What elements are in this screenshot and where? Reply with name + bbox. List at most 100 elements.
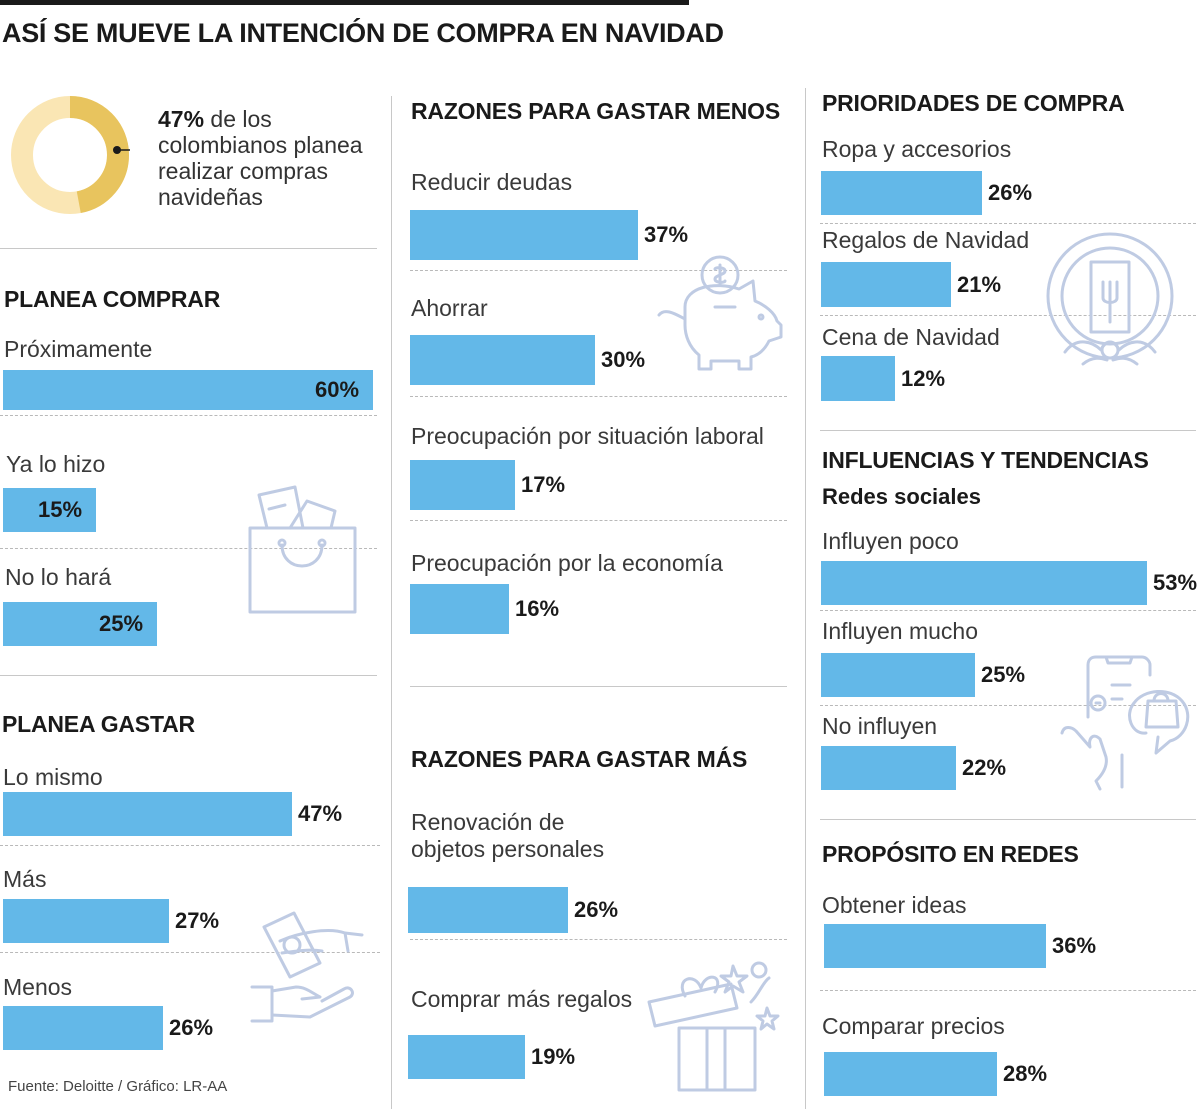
bar [821,171,982,215]
donut-caption-text: de los colombianos planea realizar compr… [158,106,363,210]
bar-value: 12% [901,365,946,391]
bar-value: 21% [957,271,1002,297]
bar-label: Menos [3,974,73,1000]
chart-title-razones-para-gastar-mas: RAZONES PARA GASTAR MÁS [411,746,748,772]
section-divider [820,819,1196,820]
bar-label: Comparar precios [822,1013,1005,1039]
bar-label: Comprar más regalos [411,986,633,1012]
bar-label: Ya lo hizo [6,451,106,477]
bar [821,561,1147,605]
bar-label: Preocupación por situación laboral [411,423,764,449]
section-divider [0,675,377,676]
row-separator [0,415,377,416]
bar-value: 16% [515,596,560,621]
bar [821,746,956,790]
column-divider-1 [391,96,392,1109]
bar-value: 17% [521,472,566,497]
row-separator [0,845,380,846]
bar [821,262,951,307]
bar-label: Reducir deudas [411,169,573,195]
bar-label: Obtener ideas [822,892,967,918]
bar-value: 19% [531,1044,576,1069]
bar-label: Más [3,866,47,892]
donut-pointer-dot [113,146,121,154]
chart-title-planea-gastar: PLANEA GASTAR [2,711,195,737]
row-separator [410,520,787,521]
bar-label: Cena de Navidad [822,324,1000,350]
title-top-rule [0,0,689,5]
bar-label: Influyen poco [822,528,959,554]
phone-shopping-icon [1060,655,1190,791]
chart-title-planea-comprar: PLANEA COMPRAR [4,286,221,312]
bar-value: 27% [175,908,220,933]
bar [824,1052,997,1096]
row-separator [410,939,787,940]
bar [3,899,169,943]
bar [410,335,595,385]
section-divider [410,686,787,687]
bar [410,584,509,634]
column-divider-2 [805,88,806,1109]
row-separator [820,990,1196,991]
bar-label: Regalos de Navidad [822,227,1030,253]
row-separator [820,610,1196,611]
bar [410,210,638,260]
bar-value: 22% [962,755,1007,780]
row-separator [0,548,377,549]
bar-label: No lo hará [5,564,112,590]
bar-value: 26% [169,1015,214,1040]
donut-caption: 47% de los colombianos planea realizar c… [158,106,378,210]
bar [821,653,975,697]
bar-value: 25% [981,662,1026,687]
chart-title-razones-para-gastar-menos: RAZONES PARA GASTAR MENOS [411,98,780,124]
page-title: ASÍ SE MUEVE LA INTENCIÓN DE COMPRA EN N… [2,18,724,48]
bar-label: Ahorrar [411,295,488,321]
bar [824,924,1046,968]
money-hands-icon [250,911,364,1023]
bar-label: Preocupación por la economía [411,550,723,576]
chart-title-proposito-en-redes: PROPÓSITO EN REDES [822,841,1079,867]
source-note: Fuente: Deloitte / Gráfico: LR-AA [8,1078,228,1095]
bar-value: 28% [1003,1061,1048,1086]
row-separator [410,396,787,397]
section-divider [820,430,1196,431]
bar-value: 36% [1052,933,1097,958]
bar [408,887,568,933]
bar [3,792,292,836]
bar [3,1006,163,1050]
gift-box-icon [647,961,780,1092]
row-separator [820,315,1196,316]
bar-value: 60% [315,377,360,402]
row-separator [410,270,787,271]
bar-value: 25% [99,611,144,636]
bar [3,370,373,410]
donut-chart [11,96,130,214]
bar-label: Lo mismo [3,764,103,790]
piggy-bank-icon [657,255,783,371]
bar-label: Renovación de objetos personales [411,809,605,862]
bar-value: 15% [38,497,83,522]
chart-subtitle: Redes sociales [822,484,981,509]
bar-value: 30% [601,347,646,372]
bar [3,602,157,646]
bar-label: Ropa y accesorios [822,136,1012,162]
bar-value: 26% [988,180,1033,205]
bar-value: 26% [574,897,619,922]
bar-label: No influyen [822,713,938,739]
donut-highlight-slice [11,96,129,214]
section-divider [0,248,377,249]
row-separator [0,952,380,953]
bar-value: 47% [298,801,343,826]
bar [821,356,895,401]
bar-value: 37% [644,222,689,247]
donut-value: 47% [158,106,205,132]
bar [3,488,96,532]
bar-label: Próximamente [4,336,153,362]
chart-title-influencias-y-tendencias: INFLUENCIAS Y TENDENCIAS [822,447,1149,473]
bar [408,1035,525,1079]
bar [410,460,515,510]
bar-value: 53% [1153,570,1198,595]
row-separator [820,705,1196,706]
row-separator [820,223,1196,224]
christmas-dinner-plate-icon [1046,232,1174,366]
